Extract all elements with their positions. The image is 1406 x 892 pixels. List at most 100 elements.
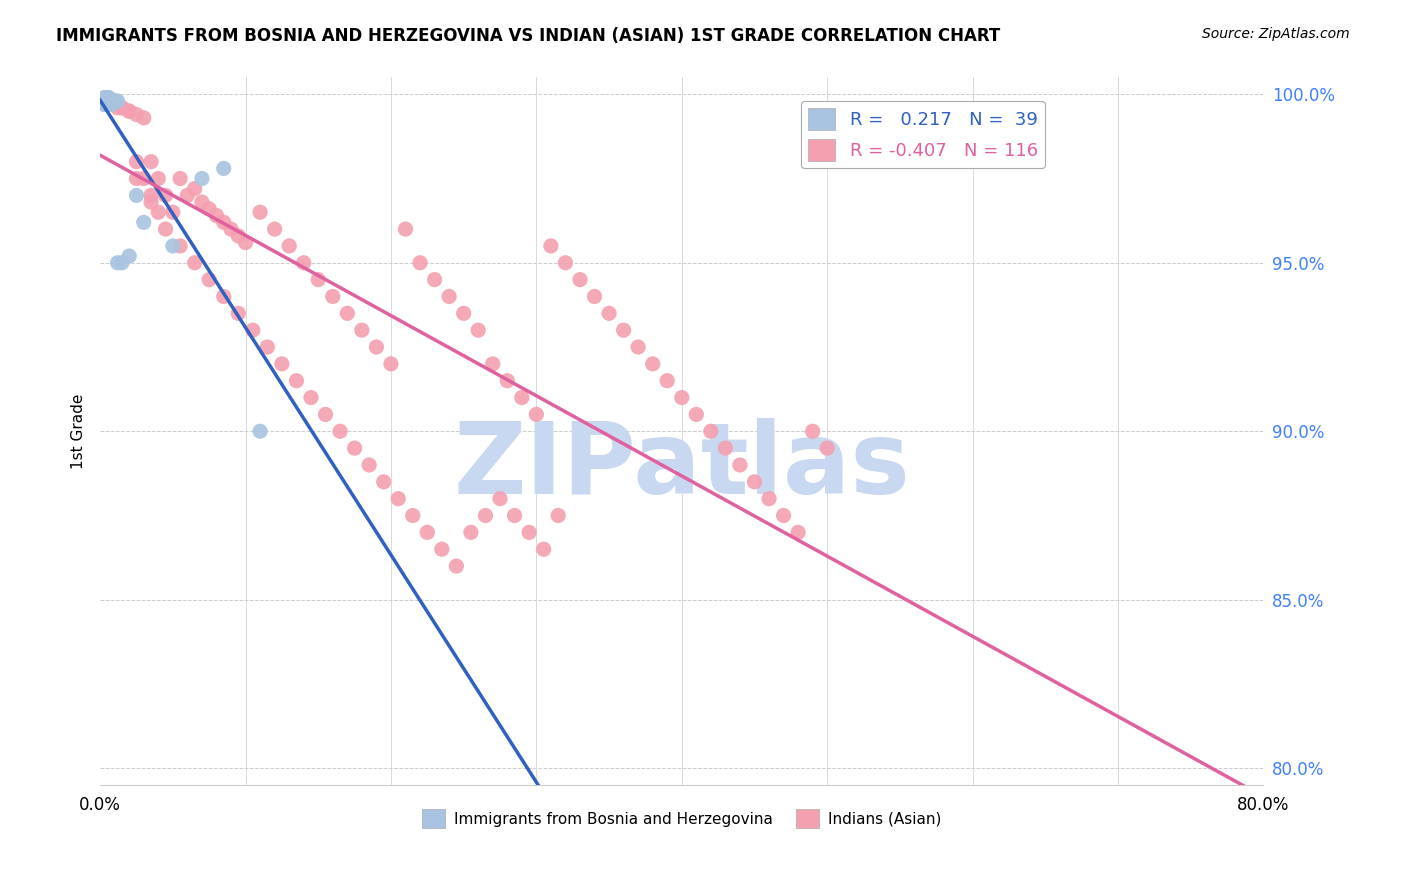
Text: ZIPatlas: ZIPatlas (453, 418, 910, 516)
Point (700, 424, 723, 438)
Point (263, 222, 285, 236)
Point (322, 289, 344, 303)
Point (118, 249, 141, 263)
Point (205, 209, 228, 223)
Point (219, 222, 242, 236)
Point (343, 441, 366, 455)
Point (148, 205, 170, 219)
Point (517, 525, 540, 540)
Point (91, 94, 114, 108)
Point (125, 188, 148, 202)
Point (307, 272, 329, 286)
Point (212, 161, 235, 176)
Point (162, 205, 184, 219)
Point (714, 441, 737, 455)
Point (176, 188, 198, 202)
Point (235, 235, 257, 250)
Point (191, 195, 214, 210)
Point (402, 508, 425, 523)
Point (96, 90, 118, 104)
Text: IMMIGRANTS FROM BOSNIA AND HERZEGOVINA VS INDIAN (ASIAN) 1ST GRADE CORRELATION C: IMMIGRANTS FROM BOSNIA AND HERZEGOVINA V… (56, 27, 1001, 45)
Point (93, 97, 115, 112)
Point (744, 475, 766, 489)
Point (111, 101, 134, 115)
Point (94, 90, 117, 104)
Point (183, 256, 205, 270)
Point (460, 525, 482, 540)
Point (524, 408, 547, 422)
Point (93, 97, 115, 112)
Point (97, 94, 120, 108)
Point (249, 424, 271, 438)
Point (132, 215, 155, 229)
Point (139, 154, 162, 169)
Point (547, 508, 569, 523)
Point (540, 239, 562, 253)
Point (437, 289, 460, 303)
Y-axis label: 1st Grade: 1st Grade (72, 393, 86, 469)
Point (97, 97, 120, 112)
Point (212, 215, 235, 229)
Point (446, 559, 468, 574)
Point (118, 104, 141, 119)
Legend: Immigrants from Bosnia and Herzegovina, Indians (Asian): Immigrants from Bosnia and Herzegovina, … (416, 803, 948, 834)
Point (96, 90, 118, 104)
Point (453, 306, 475, 320)
Point (104, 94, 127, 108)
Point (270, 357, 292, 371)
Point (100, 94, 122, 108)
Point (96, 94, 118, 108)
Point (111, 256, 134, 270)
Point (125, 107, 148, 121)
Point (97, 94, 120, 108)
Point (98, 94, 121, 108)
Point (94, 94, 117, 108)
Point (125, 171, 148, 186)
Point (598, 306, 620, 320)
Point (93, 94, 115, 108)
Point (416, 525, 439, 540)
Point (96, 94, 118, 108)
Point (97, 94, 120, 108)
Point (132, 111, 155, 125)
Point (315, 408, 337, 422)
Point (93, 90, 115, 104)
Point (96, 90, 118, 104)
Point (94, 94, 117, 108)
Point (91, 94, 114, 108)
Point (100, 97, 122, 112)
Point (292, 256, 315, 270)
Point (93, 94, 115, 108)
Point (94, 90, 117, 104)
Point (107, 94, 129, 108)
Point (359, 458, 381, 472)
Point (350, 323, 373, 337)
Point (93, 94, 115, 108)
Point (249, 205, 271, 219)
Point (583, 289, 606, 303)
Point (278, 239, 301, 253)
Point (242, 323, 264, 337)
Point (94, 94, 117, 108)
Point (801, 424, 824, 438)
Point (125, 154, 148, 169)
Point (387, 491, 409, 506)
Point (98, 94, 121, 108)
Point (489, 491, 512, 506)
Point (139, 188, 162, 202)
Point (685, 408, 707, 422)
Point (657, 374, 679, 388)
Point (107, 101, 129, 115)
Point (107, 256, 129, 270)
Point (162, 239, 184, 253)
Point (198, 272, 221, 286)
Point (103, 94, 125, 108)
Point (169, 239, 191, 253)
Point (409, 256, 432, 270)
Point (474, 508, 496, 523)
Point (256, 340, 278, 354)
Point (93, 90, 115, 104)
Point (103, 94, 125, 108)
Point (467, 323, 489, 337)
Point (329, 424, 352, 438)
